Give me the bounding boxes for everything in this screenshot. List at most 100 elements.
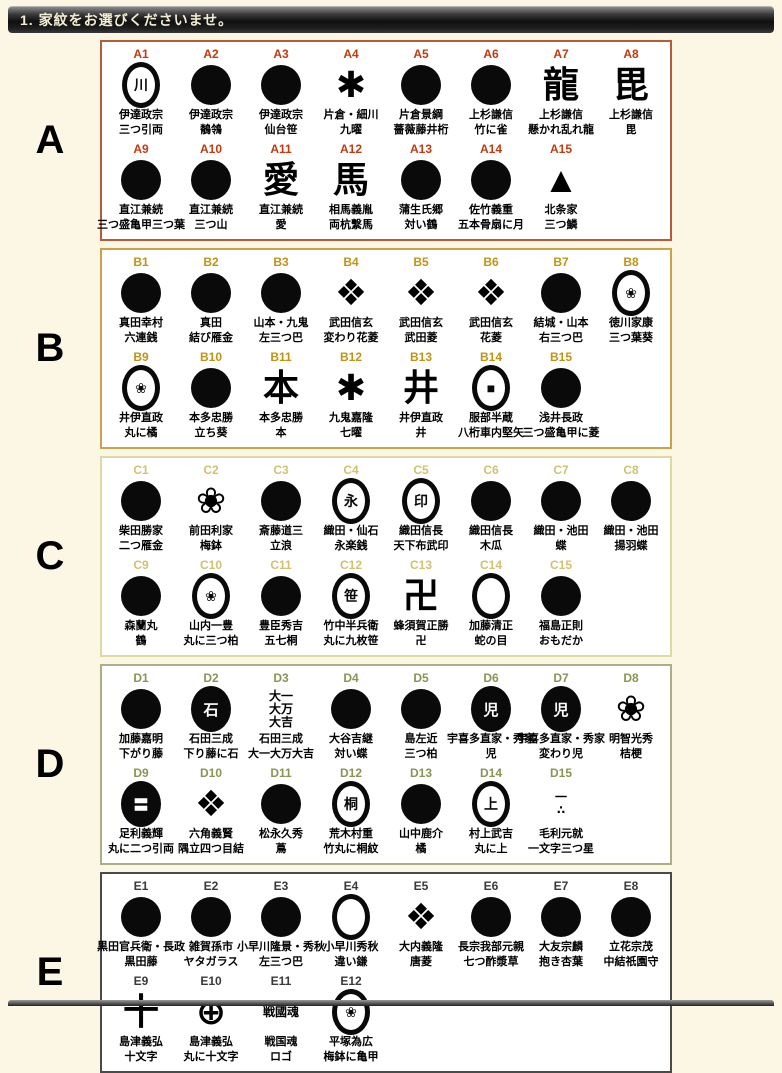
crest-item-a13[interactable]: A13 蒲生氏郷 対い鶴 xyxy=(386,142,456,232)
crest-design-name: 花菱 xyxy=(480,331,502,344)
crest-item-c2[interactable]: C2 ❀ 前田利家 梅鉢 xyxy=(176,463,246,553)
crest-item-a1[interactable]: A1 川 伊達政宗 三つ引両 xyxy=(106,47,176,137)
crest-item-c9[interactable]: C9 森蘭丸 鶴 xyxy=(106,558,176,648)
crest-item-a14[interactable]: A14 佐竹義重 五本骨扇に月 xyxy=(456,142,526,232)
crest-owner-name: 石田三成 xyxy=(189,733,233,746)
crest-item-b2[interactable]: B2 真田 結び雁金 xyxy=(176,255,246,345)
crest-item-d4[interactable]: D4 大谷吉継 対い蝶 xyxy=(316,671,386,761)
crest-owner-name: 長宗我部元親 xyxy=(458,941,524,954)
crest-item-a11[interactable]: A11 愛 直江兼続 愛 xyxy=(246,142,316,232)
crest-item-e10[interactable]: E10 ⊕ 島津義弘 丸に十文字 xyxy=(176,974,246,1064)
crest-item-d11[interactable]: D11 松永久秀 蔦 xyxy=(246,766,316,856)
crest-item-e12[interactable]: E12 ❀ 平塚為広 梅鉢に亀甲 xyxy=(316,974,386,1064)
crest-item-a2[interactable]: A2 伊達政宗 鶺鴒 xyxy=(176,47,246,137)
crest-code: A10 xyxy=(199,141,222,156)
crest-item-d12[interactable]: D12 桐 荒木村重 竹丸に桐紋 xyxy=(316,766,386,856)
crest-item-a12[interactable]: A12 馬 相馬義胤 両杭繫馬 xyxy=(316,142,386,232)
crest-item-b1[interactable]: B1 真田幸村 六連銭 xyxy=(106,255,176,345)
crest-code: C5 xyxy=(413,462,429,477)
crest-item-d13[interactable]: D13 山中鹿介 橘 xyxy=(386,766,456,856)
crest-item-c8[interactable]: C8 織田・池田 揚羽蝶 xyxy=(596,463,666,553)
crest-item-c3[interactable]: C3 斎藤道三 立浪 xyxy=(246,463,316,553)
crest-item-d9[interactable]: D9 〓 足利義輝 丸に二つ引両 xyxy=(106,766,176,856)
crest-item-c5[interactable]: C5 印 織田信長 天下布武印 xyxy=(386,463,456,553)
crest-item-c1[interactable]: C1 柴田勝家 二つ雁金 xyxy=(106,463,176,553)
crest-item-a7[interactable]: A7 龍 上杉謙信 懸かれ乱れ龍 xyxy=(526,47,596,137)
crest-item-c6[interactable]: C6 織田信長 木瓜 xyxy=(456,463,526,553)
crest-item-a15[interactable]: A15 ▲ 北条家 三つ鱗 xyxy=(526,142,596,232)
crest-item-b9[interactable]: B9 ❀ 井伊直政 丸に橘 xyxy=(106,350,176,440)
crest-item-a6[interactable]: A6 上杉謙信 竹に雀 xyxy=(456,47,526,137)
crest-item-c10[interactable]: C10 ❀ 山内一豊 丸に三つ柏 xyxy=(176,558,246,648)
crest-item-b11[interactable]: B11 本 本多忠勝 本 xyxy=(246,350,316,440)
crest-owner-name: 上杉謙信 xyxy=(539,109,583,122)
crest-design-name: 蔦 xyxy=(275,842,287,855)
crest-item-d2[interactable]: D2 石 石田三成 下り藤に石 xyxy=(176,671,246,761)
crest-item-a3[interactable]: A3 伊達政宗 仙台笹 xyxy=(246,47,316,137)
crest-item-e4[interactable]: E4 小早川秀秋 違い鎌 xyxy=(316,879,386,969)
crest-item-b8[interactable]: B8 ❀ 徳川家康 三つ葉葵 xyxy=(596,255,666,345)
crest-item-b6[interactable]: B6 ❖ 武田信玄 花菱 xyxy=(456,255,526,345)
crest-item-e7[interactable]: E7 大友宗麟 抱き杏葉 xyxy=(526,879,596,969)
crest-item-e6[interactable]: E6 長宗我部元親 七つ酢漿草 xyxy=(456,879,526,969)
crest-icon-b2 xyxy=(178,270,244,316)
crest-item-e1[interactable]: E1 黒田官兵衛・長政 黒田藤 xyxy=(97,879,185,969)
crest-item-b3[interactable]: B3 山本・九鬼 左三つ巴 xyxy=(246,255,316,345)
crest-icon-e9: 十 xyxy=(122,991,159,1033)
crest-code: C13 xyxy=(409,557,432,572)
crest-item-a8[interactable]: A8 毘 上杉謙信 毘 xyxy=(596,47,666,137)
crest-item-d8[interactable]: D8 ❀ 明智光秀 桔梗 xyxy=(596,671,666,761)
crest-design-name: 竹に雀 xyxy=(474,123,508,136)
crest-item-b14[interactable]: B14 ■ 服部半蔵 八桁車内堅矢 xyxy=(456,350,526,440)
crest-owner-name: 直江兼続 xyxy=(119,204,163,217)
crest-code: C3 xyxy=(273,462,289,477)
crest-code: C1 xyxy=(133,462,149,477)
crest-code: D7 xyxy=(553,670,569,685)
crest-item-d15[interactable]: D15 一 ∴ 毛利元就 一文字三つ星 xyxy=(526,766,596,856)
crest-code: B10 xyxy=(199,349,222,364)
crest-item-d14[interactable]: D14 上 村上武吉 丸に上 xyxy=(456,766,526,856)
crest-item-c13[interactable]: C13 卍 蜂須賀正勝 卍 xyxy=(386,558,456,648)
crest-item-c7[interactable]: C7 織田・池田 蝶 xyxy=(526,463,596,553)
crest-item-b4[interactable]: B4 ❖ 武田信玄 変わり花菱 xyxy=(316,255,386,345)
crest-design-name: 両杭繫馬 xyxy=(329,218,373,231)
section-box: D1 加藤嘉明 下がり藤 D2 石 石田三成 下り藤に石 D3 大一 大万 大吉… xyxy=(100,663,672,865)
crest-design-name: 三つ盛亀甲三つ葉 xyxy=(97,218,185,231)
crest-item-d7[interactable]: D7 児 宇喜多直家・秀家 変わり児 xyxy=(517,670,605,761)
crest-item-c12[interactable]: C12 笹 竹中半兵衛 丸に九枚笹 xyxy=(316,558,386,648)
crest-item-b5[interactable]: B5 ❖ 武田信玄 武田菱 xyxy=(386,255,456,345)
crest-item-b13[interactable]: B13 井 井伊直政 井 xyxy=(386,350,456,440)
crest-item-c4[interactable]: C4 永 織田・仙石 永楽銭 xyxy=(316,463,386,553)
crest-design-name: 三つ引両 xyxy=(119,123,163,136)
crest-item-a10[interactable]: A10 直江兼続 三つ山 xyxy=(176,142,246,232)
crest-item-d6[interactable]: D6 児 宇喜多直家・秀家 児 xyxy=(447,671,535,761)
crest-code: B9 xyxy=(133,349,149,364)
crest-item-e9[interactable]: E9 十 島津義弘 十文字 xyxy=(106,974,176,1064)
crest-item-e2[interactable]: E2 雑賀孫市 ヤタガラス xyxy=(176,879,246,969)
crest-icon-e4 xyxy=(332,894,370,941)
crest-item-a5[interactable]: A5 片倉景綱 薔薇藤井桁 xyxy=(386,47,456,137)
crest-design-name: おもだか xyxy=(539,634,583,647)
crest-item-c15[interactable]: C15 福島正則 おもだか xyxy=(526,558,596,648)
crest-item-b15[interactable]: B15 浅井長政 三つ盛亀甲に菱 xyxy=(523,350,600,440)
crest-owner-name: 石田三成 xyxy=(259,733,303,746)
crest-item-e3[interactable]: E3 小早川隆景・秀秋 左三つ巴 xyxy=(237,879,325,969)
crest-item-e8[interactable]: E8 立花宗茂 中結祇園守 xyxy=(596,879,666,969)
crest-item-d3[interactable]: D3 大一 大万 大吉 石田三成 大一大万大吉 xyxy=(246,671,316,761)
crest-icon-d5 xyxy=(388,686,454,732)
crest-item-b10[interactable]: B10 本多忠勝 立ち葵 xyxy=(176,350,246,440)
crest-design-name: 蝶 xyxy=(555,539,567,552)
crest-item-e11[interactable]: E11 戦國魂 戦国魂 ロゴ xyxy=(246,974,316,1064)
crest-item-e5[interactable]: E5 ❖ 大内義隆 唐菱 xyxy=(386,879,456,969)
crest-item-d5[interactable]: D5 島左近 三つ柏 xyxy=(386,671,456,761)
crest-code: C11 xyxy=(270,557,292,572)
crest-item-a4[interactable]: A4 ✱ 片倉・細川 九曜 xyxy=(316,47,386,137)
crest-item-a9[interactable]: A9 直江兼続 三つ盛亀甲三つ葉 xyxy=(97,142,185,232)
crest-owner-name: 武田信玄 xyxy=(469,317,513,330)
crest-item-d10[interactable]: D10 ❖ 六角義賢 隅立四つ目結 xyxy=(176,766,246,856)
crest-item-c11[interactable]: C11 豊臣秀吉 五七桐 xyxy=(246,558,316,648)
crest-item-b12[interactable]: B12 ✱ 九鬼嘉隆 七曜 xyxy=(316,350,386,440)
crest-item-b7[interactable]: B7 結城・山本 右三つ巴 xyxy=(526,255,596,345)
crest-item-c14[interactable]: C14 加藤清正 蛇の目 xyxy=(456,558,526,648)
crest-item-d1[interactable]: D1 加藤嘉明 下がり藤 xyxy=(106,671,176,761)
